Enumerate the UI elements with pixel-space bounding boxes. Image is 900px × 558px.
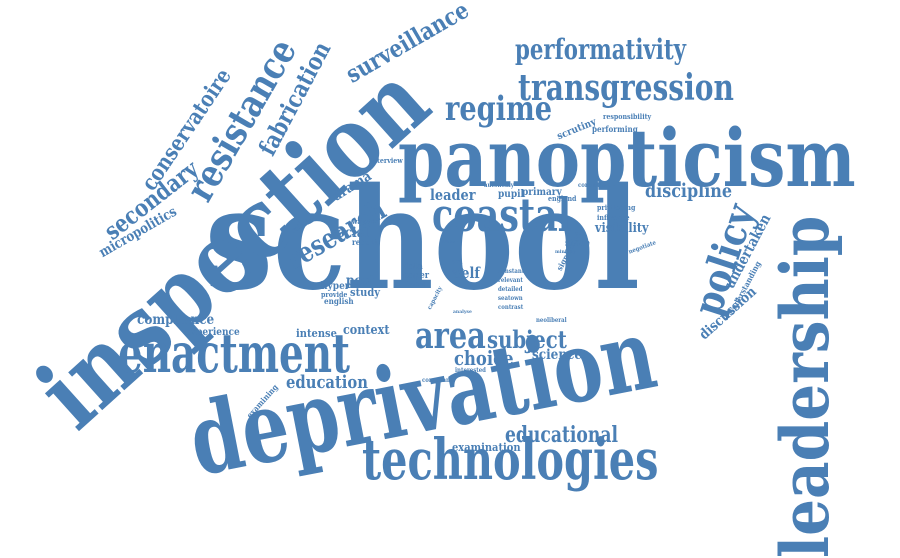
word-transgression: transgression xyxy=(518,67,734,109)
word-finding: finding xyxy=(405,281,427,288)
word-education: education xyxy=(286,372,368,393)
word-relevant: relevant xyxy=(498,277,523,284)
word-compliance: compliance xyxy=(137,312,215,328)
word-science: science xyxy=(532,347,583,363)
word-school: school xyxy=(205,158,640,322)
word-seatown: seatown xyxy=(498,295,523,302)
word-performativity: performativity xyxy=(515,33,687,66)
word-responsibility: responsibility xyxy=(603,112,652,121)
word-interview: interview xyxy=(370,156,403,165)
word-art: art xyxy=(452,257,463,266)
word-act: act xyxy=(452,266,465,276)
word-contrast: contrast xyxy=(498,304,524,311)
word-pupil: pupil xyxy=(498,189,524,200)
word-post: post xyxy=(346,273,375,289)
word-provide: provide xyxy=(321,290,348,299)
word-leader: leader xyxy=(430,186,476,204)
word-recent: recent xyxy=(352,237,378,247)
word-detailed: detailed xyxy=(498,286,523,293)
word-examination: examination xyxy=(452,441,521,454)
word-ministry: ministry xyxy=(555,249,577,255)
word-surveillance: surveillance xyxy=(340,0,474,89)
word-coastal: coastal xyxy=(432,188,572,242)
word-panopticism: panopticism xyxy=(398,111,856,205)
word-educational: educational xyxy=(505,422,618,448)
word-technologies: technologies xyxy=(362,427,659,493)
word-social: social xyxy=(330,225,370,241)
word-primary: primary xyxy=(522,187,562,198)
word-career: career xyxy=(442,239,459,245)
word-paper: paper xyxy=(403,271,430,281)
word-compliant: compliant xyxy=(422,377,453,384)
word-intense: intense xyxy=(296,327,337,340)
word-wayside: wayside xyxy=(352,217,380,226)
word-data: data xyxy=(403,262,423,272)
word-performing: performing xyxy=(592,124,638,134)
word-analyse: analyse xyxy=(453,309,472,315)
word-subject: subject xyxy=(487,325,567,354)
word-english: english xyxy=(324,296,354,306)
word-self: self xyxy=(454,264,480,282)
word-privileging: privileging xyxy=(597,203,636,212)
word-england: england xyxy=(548,194,577,203)
word-interested: interested xyxy=(455,367,486,374)
word-discipline: discipline xyxy=(645,180,733,202)
word-study: study xyxy=(350,286,381,299)
word-area: area xyxy=(415,315,486,357)
word-consistent: consistent xyxy=(578,182,610,189)
word-visibility: visibility xyxy=(595,221,649,236)
word-influence: influence xyxy=(597,213,630,222)
word-regime: regime xyxy=(445,89,553,129)
word-choice: choice xyxy=(454,346,514,370)
word-hyper: hyper xyxy=(321,281,350,292)
word-context: context xyxy=(343,323,390,338)
word-experience: experience xyxy=(185,327,240,338)
word-enactment: enactment xyxy=(118,321,350,385)
word-state: state xyxy=(565,238,590,249)
word-neoliberal: neoliberal xyxy=(536,317,567,324)
word-constant: constant xyxy=(498,268,525,275)
word-autonomy: autonomy xyxy=(484,182,514,189)
word-leadership: leadership xyxy=(766,215,844,558)
